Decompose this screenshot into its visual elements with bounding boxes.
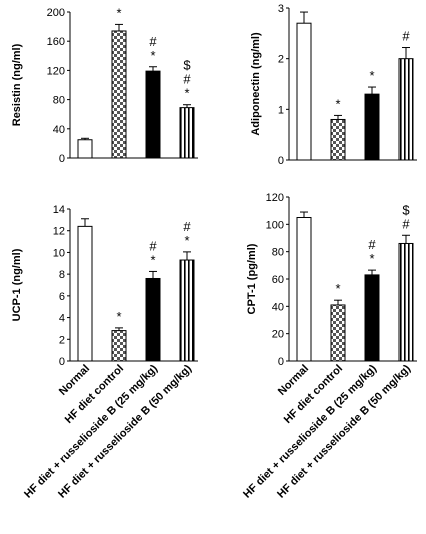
y-tick-label: 1 xyxy=(278,104,284,116)
significance-marker: * xyxy=(116,5,121,20)
significance-marker: * xyxy=(335,281,340,296)
bar-2 xyxy=(111,330,127,362)
category-label: HF diet + russelioside B (25 mg/kg) xyxy=(22,362,160,500)
y-axis-label: Resistin (ng/ml) xyxy=(11,43,23,126)
bar-2 xyxy=(330,304,346,362)
significance-marker: # xyxy=(402,29,410,44)
significance-marker: * xyxy=(335,96,340,111)
bar-4 xyxy=(398,242,414,362)
y-tick-label: 3 xyxy=(278,3,284,15)
significance-marker: * xyxy=(369,68,374,83)
y-tick-label: 4 xyxy=(59,313,65,325)
bar-1 xyxy=(296,217,312,362)
significance-marker: * xyxy=(184,233,189,248)
y-tick-label: 80 xyxy=(272,247,284,259)
bar-3 xyxy=(364,93,380,161)
significance-marker: * xyxy=(184,86,189,101)
bar-1 xyxy=(77,139,93,159)
significance-marker: $ xyxy=(183,58,191,73)
significance-marker: * xyxy=(116,309,121,324)
bar-4 xyxy=(179,259,195,362)
significance-marker: # xyxy=(183,219,191,234)
bar-4 xyxy=(179,107,195,159)
category-label: HF diet control xyxy=(282,363,345,426)
y-axis-label: Adiponectin (ng/ml) xyxy=(250,32,262,136)
y-tick-label: 2 xyxy=(59,334,65,346)
significance-marker: # xyxy=(149,34,157,49)
y-tick-label: 0 xyxy=(278,356,284,368)
y-axis-label: CPT-1 (pg/ml) xyxy=(246,243,258,314)
bar-1 xyxy=(296,22,312,161)
significance-marker: # xyxy=(183,72,191,87)
significance-marker: # xyxy=(149,238,157,253)
bar-3 xyxy=(145,70,161,159)
y-tick-label: 12 xyxy=(53,226,65,238)
significance-marker: * xyxy=(150,48,155,63)
y-tick-label: 10 xyxy=(53,247,65,259)
y-tick-label: 2 xyxy=(278,54,284,66)
category-label: HF diet control xyxy=(63,363,126,426)
y-tick-label: 0 xyxy=(278,155,284,167)
y-tick-label: 8 xyxy=(59,269,65,281)
significance-marker: # xyxy=(402,216,410,231)
y-tick-label: 0 xyxy=(59,356,65,368)
y-tick-label: 120 xyxy=(47,65,65,77)
bar-3 xyxy=(145,277,161,362)
y-tick-label: 200 xyxy=(47,7,65,19)
significance-marker: # xyxy=(368,237,376,252)
bar-2 xyxy=(111,30,127,159)
y-tick-label: 0 xyxy=(59,153,65,165)
bar-1 xyxy=(77,225,93,362)
y-tick-label: 80 xyxy=(53,95,65,107)
y-tick-label: 100 xyxy=(266,219,284,231)
category-label: HF diet + russelioside B (25 mg/kg) xyxy=(241,362,379,500)
y-tick-label: 40 xyxy=(272,301,284,313)
y-tick-label: 6 xyxy=(59,291,65,303)
y-tick-label: 14 xyxy=(53,204,65,216)
bar-4 xyxy=(398,58,414,161)
y-tick-label: 120 xyxy=(266,192,284,204)
bar-2 xyxy=(330,118,346,161)
significance-marker: $ xyxy=(402,202,410,217)
significance-marker: * xyxy=(150,252,155,267)
significance-marker: * xyxy=(369,251,374,266)
y-tick-label: 20 xyxy=(272,329,284,341)
y-tick-label: 40 xyxy=(53,124,65,136)
chart-panel-2: 0 1 2 3 Adiponectin (ng/ml) * * # xyxy=(250,3,417,167)
bar-3 xyxy=(364,274,380,362)
y-tick-label: 160 xyxy=(47,36,65,48)
y-tick-label: 60 xyxy=(272,274,284,286)
y-axis-label: UCP-1 (ng/ml) xyxy=(11,248,23,321)
